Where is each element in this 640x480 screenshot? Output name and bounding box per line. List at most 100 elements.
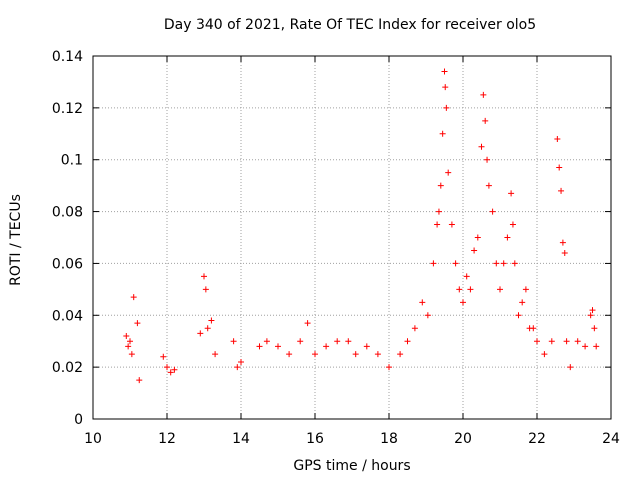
data-point <box>587 312 594 319</box>
data-point <box>134 320 141 327</box>
data-point <box>559 239 566 246</box>
data-point <box>397 351 404 358</box>
data-point <box>297 338 304 345</box>
data-point <box>230 338 237 345</box>
data-point <box>238 358 244 365</box>
data-point <box>304 320 311 327</box>
y-tick-label: 0.06 <box>52 256 83 272</box>
data-point <box>554 135 561 142</box>
data-point <box>474 234 481 241</box>
x-tick-label: 24 <box>602 431 620 447</box>
x-tick-label: 14 <box>232 431 250 447</box>
data-point <box>286 351 293 358</box>
x-tick-label: 22 <box>528 431 546 447</box>
data-point <box>511 260 518 267</box>
data-point <box>441 68 448 75</box>
axis-ticks: 10 12 14 16 18 20 22 24 0 0.02 0.04 0.06 0.08 0.1 0.12… <box>52 49 620 447</box>
data-point <box>443 104 450 111</box>
data-point <box>582 343 589 350</box>
data-point <box>508 190 515 197</box>
data-point <box>497 286 503 293</box>
data-point <box>509 221 516 228</box>
data-point <box>128 351 135 358</box>
y-tick-label: 0 <box>74 412 83 428</box>
data-point <box>127 338 133 345</box>
data-point <box>471 247 478 254</box>
x-tick-label: 20 <box>454 431 472 447</box>
data-point <box>419 299 426 306</box>
data-point <box>456 286 463 293</box>
data-point <box>493 260 500 267</box>
data-point <box>411 325 418 332</box>
data-point <box>263 338 270 345</box>
data-point <box>541 351 548 358</box>
data-point <box>574 338 581 345</box>
data-point <box>558 187 565 194</box>
data-point <box>171 366 178 373</box>
plot-border <box>92 55 612 420</box>
data-point <box>484 156 491 163</box>
data-point <box>424 312 431 319</box>
data-point <box>435 208 442 215</box>
data-point <box>256 343 263 350</box>
x-tick-label: 18 <box>380 431 398 447</box>
data-point <box>519 299 526 306</box>
data-point <box>515 312 522 319</box>
data-points <box>123 68 600 384</box>
data-point <box>567 364 574 371</box>
data-point <box>480 91 487 98</box>
data-point <box>201 273 207 280</box>
data-point <box>452 260 459 267</box>
data-point <box>352 351 359 358</box>
data-point <box>334 338 341 345</box>
data-point <box>160 353 167 360</box>
data-point <box>197 330 204 337</box>
data-point <box>437 182 444 189</box>
data-point <box>363 343 370 350</box>
x-axis-label: GPS time / hours <box>293 458 411 474</box>
data-point <box>386 364 392 371</box>
data-point <box>467 286 474 293</box>
data-point <box>130 294 137 301</box>
data-point <box>123 333 130 340</box>
data-point <box>208 317 215 324</box>
data-point <box>323 343 330 350</box>
data-point <box>136 377 143 384</box>
data-point <box>561 250 568 257</box>
x-tick-label: 16 <box>306 431 324 447</box>
y-tick-label: 0.1 <box>61 153 83 169</box>
plot-frame <box>92 55 612 420</box>
y-tick-label: 0.14 <box>52 49 83 65</box>
data-point <box>482 117 489 124</box>
y-tick-label: 0.04 <box>52 308 83 324</box>
data-point <box>448 221 455 228</box>
data-point <box>589 307 596 314</box>
data-point <box>202 286 209 293</box>
data-point <box>593 343 600 350</box>
data-point <box>534 338 540 345</box>
y-tick-label: 0.08 <box>52 205 83 221</box>
data-point <box>434 221 441 228</box>
data-point <box>442 84 449 91</box>
data-point <box>204 325 211 332</box>
data-point <box>164 364 170 371</box>
chart-title: Day 340 of 2021, Rate Of TEC Index for r… <box>163 17 537 33</box>
y-tick-label: 0.02 <box>52 360 83 376</box>
x-tick-label: 12 <box>158 431 176 447</box>
data-point <box>500 260 507 267</box>
data-point <box>522 286 529 293</box>
data-point <box>345 338 352 345</box>
data-point <box>430 260 437 267</box>
grid-lines <box>93 56 611 419</box>
data-point <box>374 351 381 358</box>
data-point <box>591 325 598 332</box>
data-point <box>504 234 511 241</box>
data-point <box>212 351 219 358</box>
y-tick-label: 0.12 <box>52 101 83 117</box>
x-tick-label: 10 <box>84 431 102 447</box>
data-point <box>439 130 446 137</box>
data-point <box>312 351 318 358</box>
data-point <box>404 338 411 345</box>
data-point <box>485 182 492 189</box>
